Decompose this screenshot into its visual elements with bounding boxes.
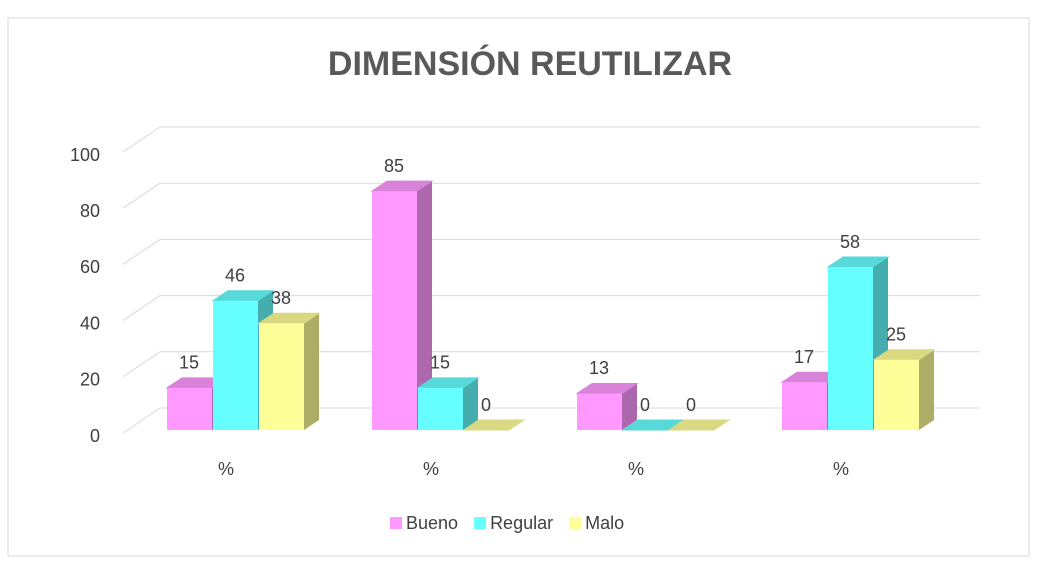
y-tick-label: 60 bbox=[80, 257, 100, 277]
bar-side bbox=[463, 377, 478, 430]
bar-side bbox=[622, 383, 637, 430]
bar-side bbox=[304, 313, 319, 430]
y-tick-label: 20 bbox=[80, 370, 100, 390]
bar-top bbox=[621, 419, 685, 431]
y-tick-label: 80 bbox=[80, 201, 100, 221]
data-label: 15 bbox=[430, 353, 450, 373]
bar-top bbox=[462, 419, 526, 431]
bar bbox=[782, 382, 827, 430]
legend-swatch bbox=[474, 517, 487, 529]
data-label: 0 bbox=[686, 395, 696, 415]
bar bbox=[874, 359, 919, 430]
data-label: 46 bbox=[225, 265, 245, 285]
data-label: 58 bbox=[840, 232, 860, 252]
bar-side bbox=[919, 349, 934, 430]
grid-line bbox=[122, 351, 161, 378]
legend-swatch bbox=[569, 517, 582, 529]
bar bbox=[167, 387, 212, 430]
bar bbox=[828, 267, 873, 430]
data-label: 15 bbox=[179, 353, 199, 373]
bar bbox=[418, 387, 463, 430]
bar bbox=[577, 393, 622, 430]
y-tick-label: 0 bbox=[90, 426, 100, 446]
x-tick-label: % bbox=[218, 459, 234, 479]
data-label: 13 bbox=[589, 358, 609, 378]
x-tick-label: % bbox=[628, 459, 644, 479]
data-label: 85 bbox=[384, 156, 404, 176]
grid-line bbox=[122, 295, 161, 322]
legend-label: Malo bbox=[585, 513, 624, 533]
data-label: 25 bbox=[886, 325, 906, 345]
chart-title: DIMENSIÓN REUTILIZAR bbox=[328, 45, 732, 83]
y-tick-label: 40 bbox=[80, 313, 100, 333]
legend-label: Bueno bbox=[406, 513, 458, 533]
y-tick-label: 100 bbox=[70, 145, 100, 165]
bar bbox=[372, 191, 417, 430]
bar bbox=[213, 300, 258, 430]
grid-line bbox=[122, 182, 161, 209]
bar bbox=[259, 323, 304, 430]
data-label: 0 bbox=[481, 395, 491, 415]
grid-line bbox=[122, 407, 161, 434]
bar-top bbox=[667, 419, 731, 431]
x-tick-label: % bbox=[423, 459, 439, 479]
legend-label: Regular bbox=[490, 513, 553, 533]
grid-line bbox=[122, 126, 161, 153]
legend-swatch bbox=[390, 517, 402, 529]
data-label: 17 bbox=[794, 347, 814, 367]
grid-line bbox=[122, 238, 161, 265]
bar-side bbox=[417, 181, 432, 430]
data-label: 0 bbox=[640, 395, 650, 415]
x-tick-label: % bbox=[833, 459, 849, 479]
data-label: 38 bbox=[271, 288, 291, 308]
